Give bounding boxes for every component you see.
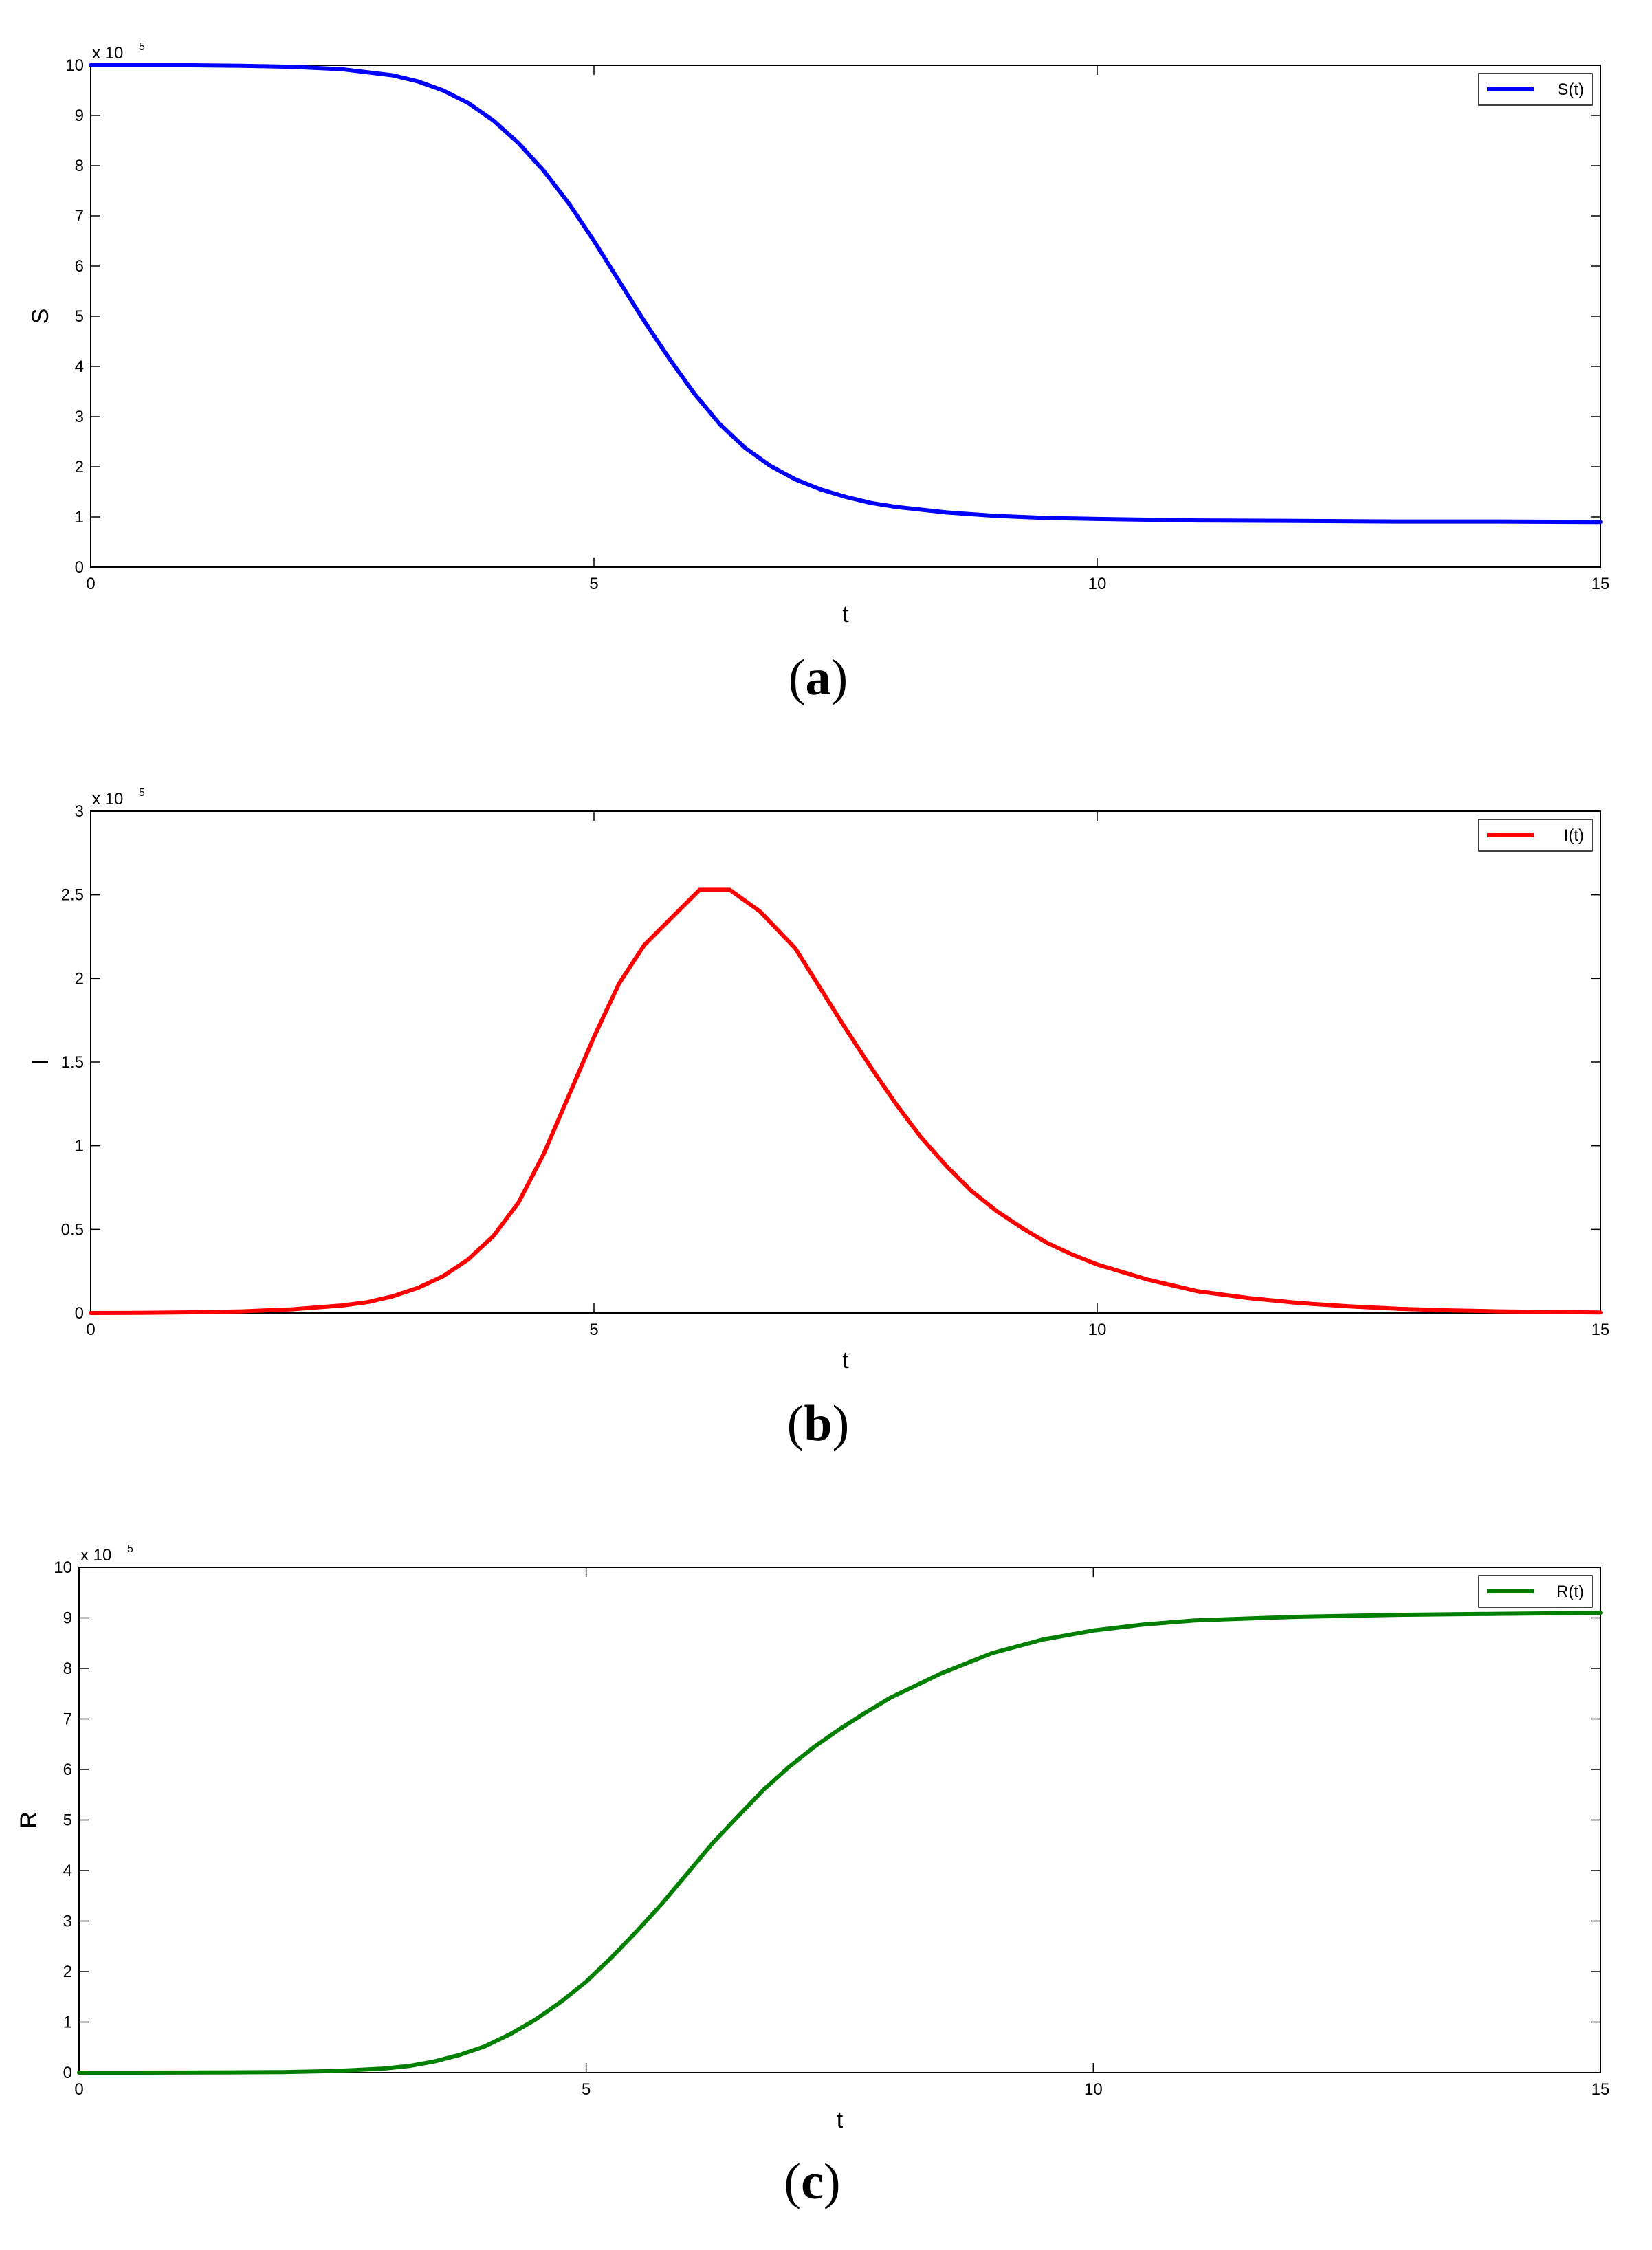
axes-box [90,65,1601,568]
figure-caption: (a) [789,650,848,706]
y-tick-label: 1.5 [61,1053,84,1072]
axis-multiplier-exponent: 5 [139,787,145,799]
chart-c: 0 5 10 15 0 1 2 3 4 5 6 7 8 9 10 x 10 5 t R R(t) (c) [16,1543,1609,2210]
y-tick-label: 8 [63,1659,72,1678]
x-tick-label: 10 [1088,575,1107,593]
y-tick-label: 5 [75,307,84,326]
y-tick-label: 4 [63,1862,72,1880]
chart-a: 0 5 10 15 0 1 2 3 4 5 6 7 8 9 10 x 10 5 t S S(t) (a) [27,41,1609,706]
y-tick-label: 3 [63,1912,72,1931]
y-tick-label: 10 [54,1558,72,1577]
x-axis-label: t [842,602,849,628]
y-tick-label: 1 [75,508,84,527]
x-tick-label: 10 [1088,1321,1107,1339]
y-tick-label: 9 [63,1609,72,1628]
x-tick-label: 15 [1592,1321,1610,1339]
series-line-I(t) [89,887,1603,1315]
legend-label: S(t) [1557,80,1584,99]
legend-label: I(t) [1564,826,1584,845]
y-tick-label: 3 [75,802,84,821]
y-tick-label: 0 [75,558,84,577]
chart-b: 0 5 10 15 0 0.5 1 1.5 2 2.5 3 x 10 5 t I I(t) (b) [27,787,1609,1452]
axes-box [78,1567,1601,2073]
axis-multiplier: x 10 [92,44,123,63]
x-tick-label: 0 [74,2080,83,2099]
x-tick-label: 5 [582,2080,591,2099]
y-axis-label: R [16,1811,42,1829]
figure-caption: (c) [784,2154,840,2210]
y-tick-label: 6 [63,1761,72,1779]
y-axis-label: S [27,309,54,324]
x-tick-label: 10 [1084,2080,1103,2099]
x-axis-label: t [837,2107,844,2133]
y-tick-label: 1 [75,1137,84,1156]
y-tick-label: 4 [75,357,84,376]
y-tick-label: 3 [75,408,84,426]
x-tick-label: 15 [1592,575,1610,593]
axis-multiplier-exponent: 5 [139,41,145,53]
y-tick-label: 6 [75,257,84,276]
legend-label: R(t) [1556,1582,1584,1601]
y-tick-label: 2 [75,969,84,988]
series-line-R(t) [77,1611,1603,2075]
y-tick-label: 0 [75,1304,84,1323]
y-tick-label: 2.5 [61,886,84,905]
series-line-S(t) [89,63,1603,525]
x-tick-label: 5 [589,1321,598,1339]
y-tick-label: 1 [63,2014,72,2032]
axes-box [90,810,1601,1314]
y-tick-label: 2 [63,1963,72,1981]
x-axis-label: t [842,1347,849,1374]
axis-multiplier-exponent: 5 [127,1543,133,1555]
y-tick-label: 5 [63,1811,72,1830]
x-tick-label: 0 [86,1321,95,1339]
y-axis-label: I [27,1059,54,1065]
axis-multiplier: x 10 [92,790,123,808]
y-tick-label: 7 [63,1710,72,1729]
x-tick-label: 15 [1592,2080,1610,2099]
y-tick-label: 7 [75,207,84,225]
y-tick-label: 0 [63,2064,72,2082]
axis-multiplier: x 10 [80,1546,111,1565]
y-tick-label: 9 [75,107,84,125]
x-tick-label: 5 [589,575,598,593]
y-tick-label: 0.5 [61,1220,84,1239]
y-tick-label: 10 [65,56,84,75]
y-tick-label: 2 [75,458,84,476]
x-tick-label: 0 [86,575,95,593]
figure-caption: (b) [787,1396,849,1452]
y-tick-label: 8 [75,157,84,175]
